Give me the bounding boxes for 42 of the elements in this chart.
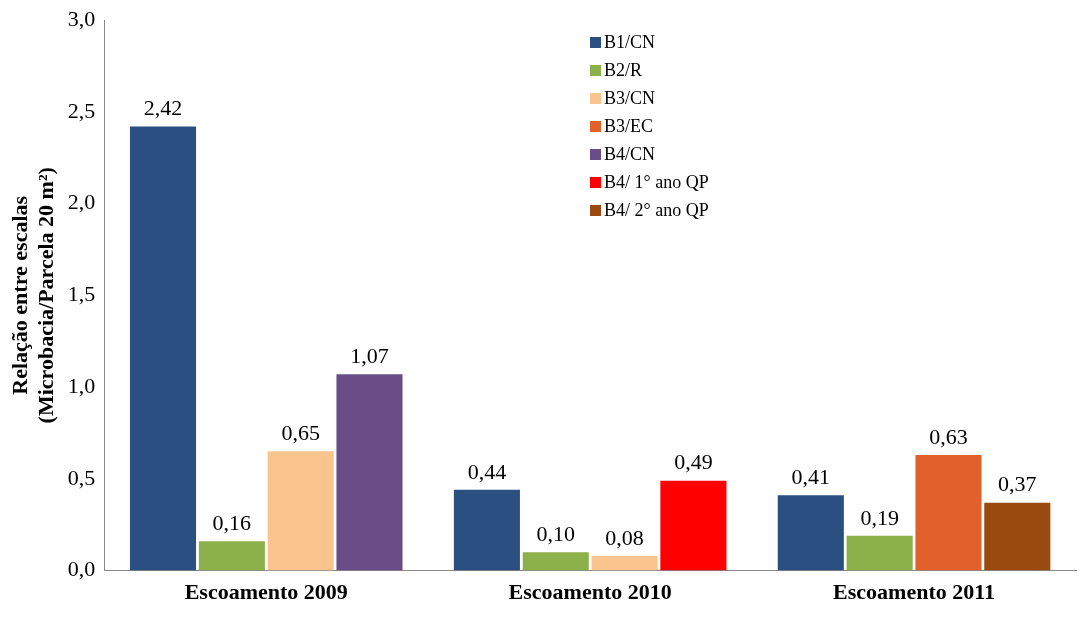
data-label: 0,41 <box>791 464 831 490</box>
y-tick-label: 2,0 <box>67 189 96 215</box>
legend-label: B3/CN <box>604 87 656 110</box>
x-tick-label: Escoamento 2011 <box>833 579 996 605</box>
x-tick-label: Escoamento 2009 <box>184 579 348 605</box>
bar <box>267 451 334 571</box>
data-label: 0,49 <box>674 449 713 475</box>
data-label: 0,16 <box>212 510 252 536</box>
data-label: 0,63 <box>929 423 968 449</box>
x-tick-label: Escoamento 2010 <box>508 579 672 605</box>
data-label: 2,42 <box>143 95 183 121</box>
data-label: 0,08 <box>605 524 644 550</box>
legend-label: B4/ 1° ano QP <box>604 171 709 194</box>
y-axis-title: Relação entre escalas (Microbacia/Parcela 20 m²) <box>6 167 59 424</box>
bar <box>129 126 197 571</box>
bar <box>846 535 913 571</box>
y-tick-label: 0,0 <box>67 556 96 582</box>
bar <box>915 454 982 571</box>
data-label: 0,37 <box>998 471 1037 497</box>
bar <box>522 552 589 571</box>
y-tick-label: 1,0 <box>67 372 96 398</box>
data-label: 0,44 <box>467 458 507 484</box>
legend-label: B1/CN <box>604 31 656 54</box>
bar <box>453 489 520 571</box>
data-label: 0,10 <box>536 521 575 547</box>
bar <box>777 495 844 571</box>
y-tick-label: 0,5 <box>67 464 96 490</box>
legend-label: B2/R <box>604 59 643 82</box>
bar <box>198 541 265 571</box>
bar <box>591 555 658 571</box>
bar <box>336 374 403 571</box>
y-tick-label: 2,5 <box>67 97 96 123</box>
legend-label: B3/EC <box>604 115 654 138</box>
y-tick-label: 1,5 <box>67 281 96 307</box>
data-label: 0,65 <box>281 420 320 446</box>
data-label: 0,19 <box>860 504 899 530</box>
y-tick-label: 3,0 <box>67 5 96 31</box>
bar <box>660 480 727 571</box>
bar <box>984 502 1051 571</box>
data-label: 1,07 <box>350 343 389 368</box>
legend-label: B4/CN <box>604 143 656 166</box>
legend-label: B4/ 2° ano QP <box>604 199 709 222</box>
